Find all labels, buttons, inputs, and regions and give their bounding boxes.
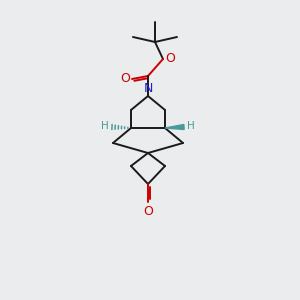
Text: O: O bbox=[165, 52, 175, 65]
Text: H: H bbox=[187, 121, 195, 131]
Text: H: H bbox=[101, 121, 109, 131]
Polygon shape bbox=[165, 124, 184, 130]
Text: O: O bbox=[120, 71, 130, 85]
Text: O: O bbox=[143, 205, 153, 218]
Text: N: N bbox=[143, 82, 153, 95]
